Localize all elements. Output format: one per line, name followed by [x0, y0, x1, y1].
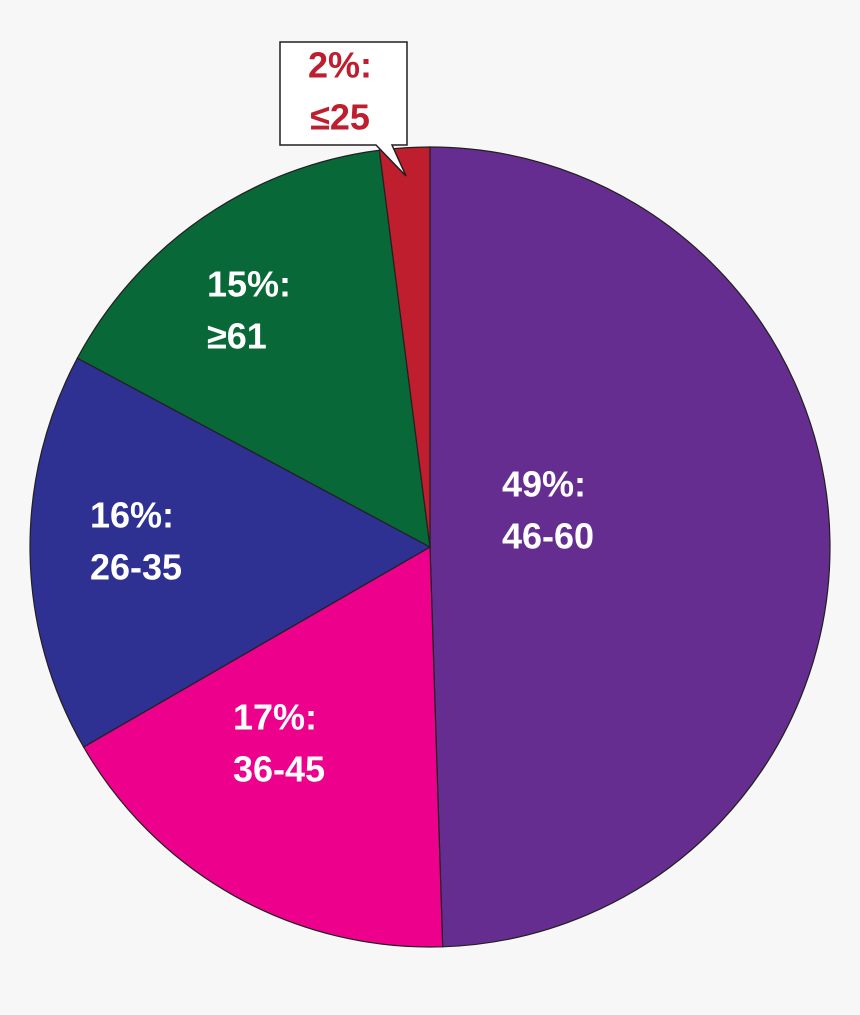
pie-slice: [29, 357, 432, 748]
slice-value-label: 49%:: [502, 464, 586, 505]
slices: [29, 146, 831, 948]
slice-category-label: 26-35: [90, 547, 182, 588]
slice-category-label: 46-60: [502, 516, 594, 557]
slice-value-label: 16%:: [90, 495, 174, 536]
pie-slice: [429, 146, 831, 948]
slice-value-label: 17%:: [233, 697, 317, 738]
slice-category-label: ≤25: [310, 97, 370, 138]
pie-slice: [82, 545, 444, 948]
slice-category-label: 36-45: [233, 749, 325, 790]
pie-slice: [378, 146, 431, 548]
slice-value-label: 15%:: [207, 264, 291, 305]
slice-value-label: 2%:: [308, 45, 372, 86]
pie-slice: [76, 149, 431, 549]
slice-category-label: ≥61: [207, 316, 267, 357]
labels: 49%: 46-60 17%: 36-45 16%: 26-35 15%: ≥61 2%: ≤25: [90, 45, 594, 790]
callout-box: [279, 41, 408, 177]
